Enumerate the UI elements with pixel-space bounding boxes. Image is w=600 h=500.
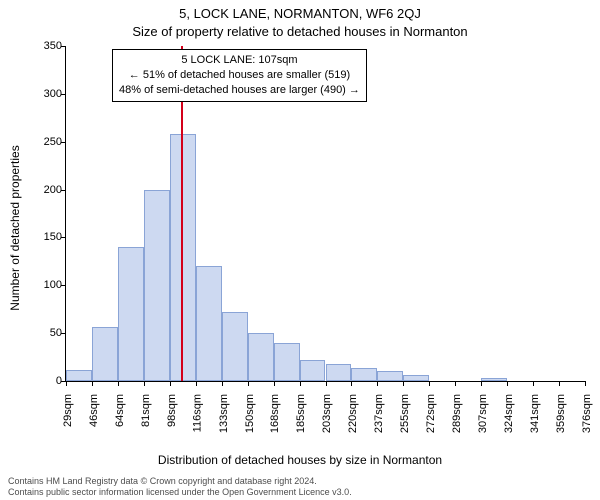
plot-area: 5 LOCK LANE: 107sqm ← 51% of detached ho…	[65, 46, 585, 382]
y-axis-label: Number of detached properties	[8, 63, 22, 228]
histogram-bar	[403, 375, 429, 381]
x-tick-mark	[481, 381, 482, 386]
x-tick-mark	[248, 381, 249, 386]
x-tick-mark	[455, 381, 456, 386]
x-tick-label: 272sqm	[425, 394, 437, 433]
x-tick-label: 341sqm	[529, 394, 541, 433]
x-tick-mark	[222, 381, 223, 386]
x-tick-label: 255sqm	[399, 394, 411, 433]
chart-container: 5, LOCK LANE, NORMANTON, WF6 2QJ Size of…	[0, 0, 600, 500]
x-tick-mark	[377, 381, 378, 386]
histogram-bar	[118, 247, 144, 381]
x-tick-mark	[585, 381, 586, 386]
x-tick-label: 185sqm	[296, 394, 308, 433]
y-tick-mark	[61, 142, 66, 143]
histogram-bar	[222, 312, 248, 381]
x-tick-label: 64sqm	[114, 394, 126, 427]
x-axis-label: Distribution of detached houses by size …	[0, 453, 600, 467]
y-tick-label: 150	[24, 231, 62, 243]
histogram-bar	[92, 327, 118, 381]
annotation-line2: ← 51% of detached houses are smaller (51…	[119, 68, 360, 83]
y-tick-label: 200	[24, 184, 62, 196]
histogram-bar	[144, 190, 170, 381]
histogram-bar	[481, 378, 507, 381]
x-tick-mark	[92, 381, 93, 386]
annotation-line1: 5 LOCK LANE: 107sqm	[119, 53, 360, 68]
x-tick-label: 237sqm	[373, 394, 385, 433]
footnote-line1: Contains HM Land Registry data © Crown c…	[8, 476, 592, 487]
chart-title-line1: 5, LOCK LANE, NORMANTON, WF6 2QJ	[0, 6, 600, 21]
y-tick-label: 100	[24, 279, 62, 291]
x-tick-label: 150sqm	[244, 394, 256, 433]
histogram-bar	[274, 343, 300, 381]
y-tick-mark	[61, 285, 66, 286]
annotation-line3: 48% of semi-detached houses are larger (…	[119, 83, 360, 98]
histogram-bar	[66, 370, 92, 381]
histogram-bar	[248, 333, 274, 381]
x-tick-label: 203sqm	[322, 394, 334, 433]
x-tick-mark	[403, 381, 404, 386]
x-tick-mark	[118, 381, 119, 386]
y-tick-mark	[61, 237, 66, 238]
x-tick-mark	[429, 381, 430, 386]
x-tick-label: 133sqm	[218, 394, 230, 433]
x-tick-label: 324sqm	[503, 394, 515, 433]
x-tick-mark	[170, 381, 171, 386]
x-tick-label: 46sqm	[88, 394, 100, 427]
x-tick-mark	[196, 381, 197, 386]
x-tick-mark	[144, 381, 145, 386]
x-tick-mark	[300, 381, 301, 386]
x-tick-mark	[326, 381, 327, 386]
footnote-line2: Contains public sector information licen…	[8, 487, 592, 498]
y-tick-mark	[61, 190, 66, 191]
x-tick-mark	[351, 381, 352, 386]
histogram-bar	[326, 364, 352, 381]
y-tick-mark	[61, 94, 66, 95]
y-tick-label: 350	[24, 40, 62, 52]
x-tick-label: 289sqm	[451, 394, 463, 433]
x-tick-label: 307sqm	[477, 394, 489, 433]
y-tick-mark	[61, 333, 66, 334]
y-tick-label: 50	[24, 327, 62, 339]
x-tick-label: 116sqm	[192, 394, 204, 432]
x-tick-mark	[559, 381, 560, 386]
chart-title-line2: Size of property relative to detached ho…	[0, 24, 600, 39]
histogram-bar	[351, 368, 377, 381]
y-tick-label: 300	[24, 88, 62, 100]
x-tick-label: 168sqm	[270, 394, 282, 433]
x-tick-label: 359sqm	[555, 394, 567, 433]
footnote: Contains HM Land Registry data © Crown c…	[8, 476, 592, 499]
x-tick-mark	[274, 381, 275, 386]
x-tick-label: 98sqm	[166, 394, 178, 427]
annotation-box: 5 LOCK LANE: 107sqm ← 51% of detached ho…	[112, 49, 367, 102]
x-tick-mark	[533, 381, 534, 386]
x-tick-label: 220sqm	[347, 394, 359, 433]
x-tick-mark	[66, 381, 67, 386]
x-tick-label: 81sqm	[140, 394, 152, 427]
y-tick-label: 250	[24, 136, 62, 148]
y-tick-mark	[61, 46, 66, 47]
x-tick-mark	[507, 381, 508, 386]
histogram-bar	[377, 371, 403, 381]
y-tick-label: 0	[24, 375, 62, 387]
histogram-bar	[196, 266, 222, 381]
x-tick-label: 29sqm	[62, 394, 74, 427]
histogram-bar	[300, 360, 326, 381]
x-tick-label: 376sqm	[581, 394, 593, 433]
